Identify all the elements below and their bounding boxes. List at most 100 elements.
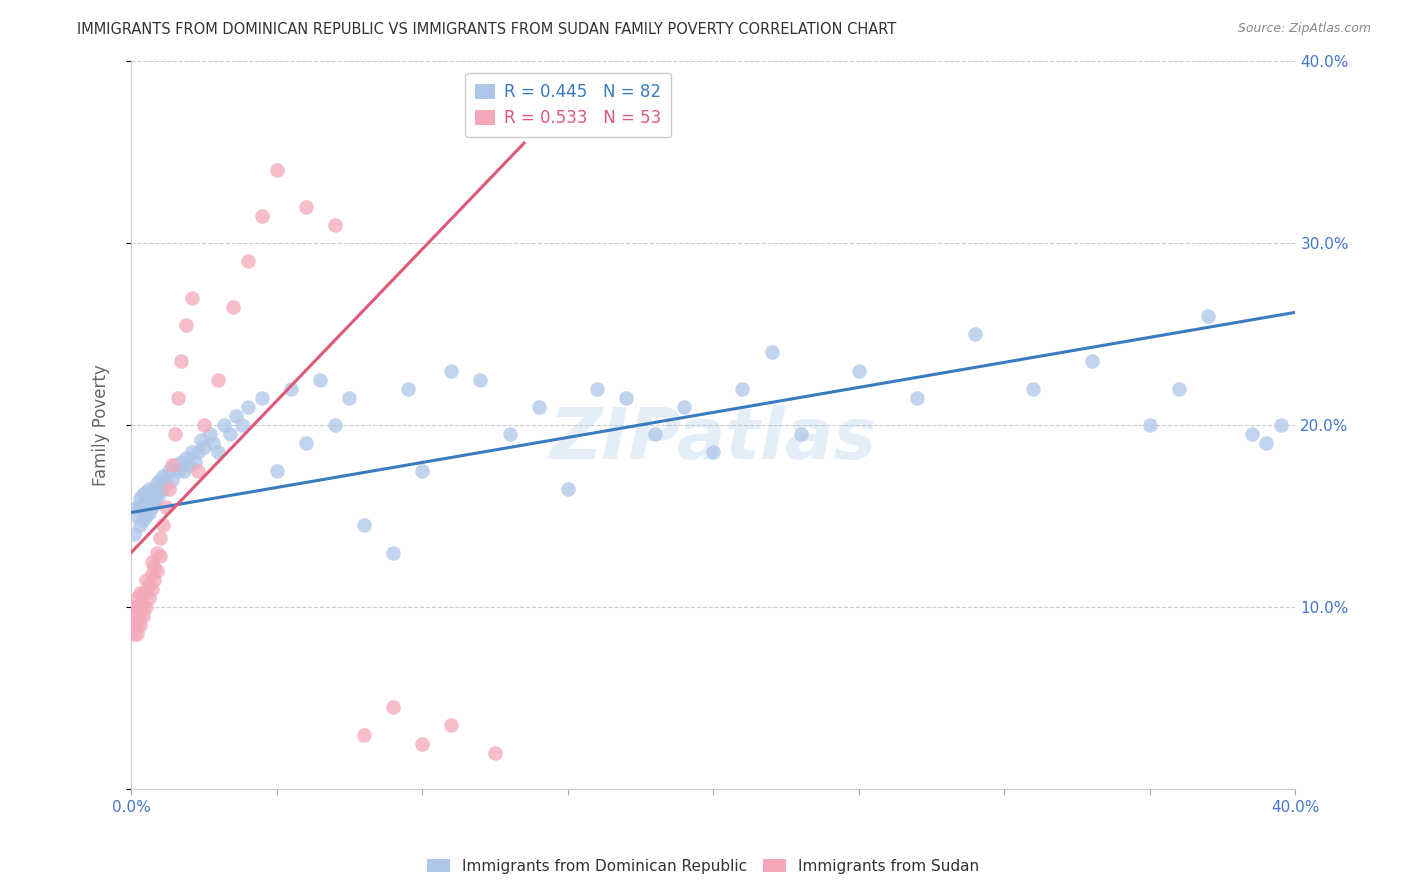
Point [190, 433, 212, 447]
Point [122, 618, 145, 632]
Legend: R = 0.445   N = 82, R = 0.533   N = 53: R = 0.445 N = 82, R = 0.533 N = 53 [465, 73, 671, 137]
Point [122, 627, 145, 641]
Point [187, 445, 209, 459]
Point [138, 482, 160, 496]
Point [1270, 418, 1292, 433]
Point [125, 627, 148, 641]
Point [1139, 418, 1161, 433]
Point [731, 382, 754, 396]
Point [382, 545, 405, 559]
Point [128, 618, 150, 632]
Point [181, 291, 204, 305]
Point [125, 600, 148, 615]
Point [128, 609, 150, 624]
Point [143, 573, 166, 587]
Point [157, 464, 180, 478]
Point [761, 345, 783, 359]
Point [125, 591, 148, 605]
Point [382, 700, 405, 714]
Point [181, 445, 204, 459]
Point [169, 454, 191, 468]
Point [411, 464, 433, 478]
Point [266, 163, 288, 178]
Point [353, 727, 375, 741]
Text: Source: ZipAtlas.com: Source: ZipAtlas.com [1237, 22, 1371, 36]
Y-axis label: Family Poverty: Family Poverty [93, 364, 110, 486]
Point [135, 494, 157, 508]
Point [440, 363, 463, 377]
Point [484, 746, 506, 760]
Point [155, 500, 177, 514]
Point [236, 400, 259, 414]
Point [160, 458, 183, 473]
Point [146, 476, 169, 491]
Point [125, 609, 148, 624]
Point [207, 373, 229, 387]
Point [470, 373, 492, 387]
Point [848, 363, 870, 377]
Point [152, 469, 174, 483]
Point [339, 391, 361, 405]
Point [673, 400, 696, 414]
Point [207, 445, 229, 459]
Point [187, 464, 209, 478]
Point [155, 476, 177, 491]
Point [132, 487, 155, 501]
Point [905, 391, 928, 405]
Point [135, 509, 157, 524]
Point [163, 427, 186, 442]
Point [138, 591, 160, 605]
Point [219, 427, 242, 442]
Point [201, 436, 224, 450]
Point [128, 518, 150, 533]
Point [498, 427, 520, 442]
Text: ZIPatlas: ZIPatlas [550, 405, 877, 475]
Point [132, 600, 155, 615]
Point [128, 491, 150, 505]
Point [141, 567, 163, 582]
Point [143, 560, 166, 574]
Point [353, 518, 375, 533]
Point [586, 382, 609, 396]
Point [149, 473, 172, 487]
Point [193, 418, 215, 433]
Point [138, 491, 160, 505]
Point [149, 485, 172, 500]
Point [323, 218, 346, 232]
Point [440, 718, 463, 732]
Point [146, 545, 169, 559]
Point [173, 464, 195, 478]
Point [125, 618, 148, 632]
Point [250, 209, 273, 223]
Point [644, 427, 666, 442]
Point [184, 454, 207, 468]
Point [231, 418, 253, 433]
Point [122, 609, 145, 624]
Point [132, 585, 155, 599]
Point [128, 500, 150, 514]
Point [214, 418, 236, 433]
Point [138, 578, 160, 592]
Point [160, 473, 183, 487]
Point [163, 458, 186, 473]
Point [128, 585, 150, 599]
Point [125, 509, 148, 524]
Point [222, 300, 245, 314]
Point [789, 427, 811, 442]
Point [141, 582, 163, 596]
Point [965, 327, 987, 342]
Point [157, 482, 180, 496]
Point [225, 409, 247, 423]
Point [166, 391, 188, 405]
Point [146, 564, 169, 578]
Point [1256, 436, 1278, 450]
Point [135, 600, 157, 615]
Text: IMMIGRANTS FROM DOMINICAN REPUBLIC VS IMMIGRANTS FROM SUDAN FAMILY POVERTY CORRE: IMMIGRANTS FROM DOMINICAN REPUBLIC VS IM… [77, 22, 897, 37]
Point [128, 600, 150, 615]
Point [166, 464, 188, 478]
Point [132, 609, 155, 624]
Point [295, 436, 318, 450]
Point [122, 600, 145, 615]
Point [149, 549, 172, 564]
Point [396, 382, 419, 396]
